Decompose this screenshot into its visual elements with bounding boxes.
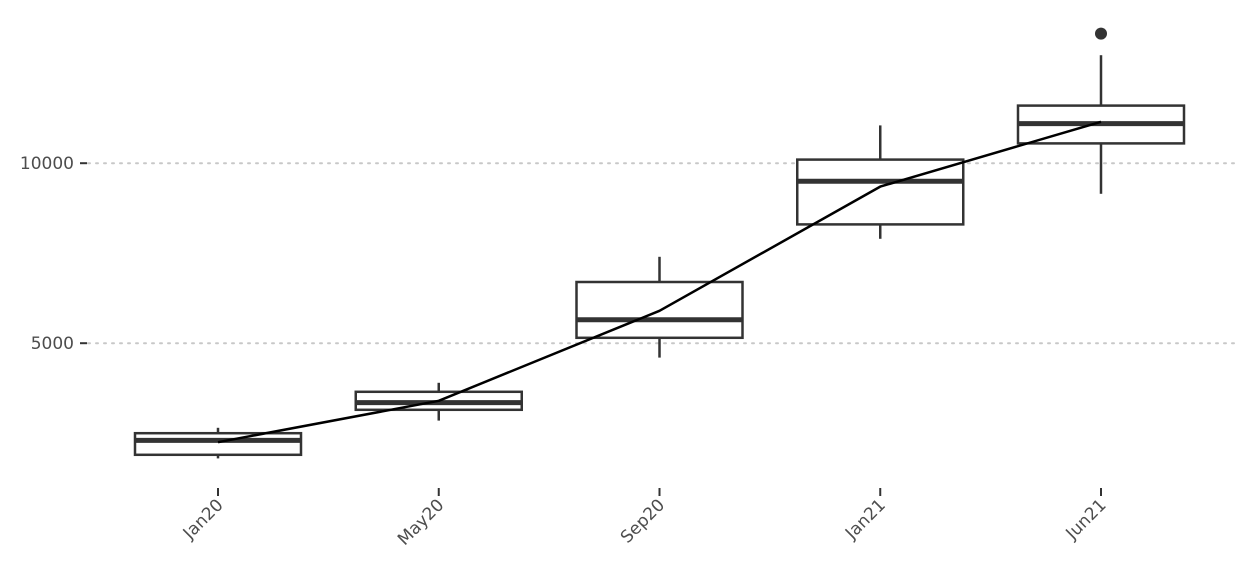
x-tick-label-jun21: Jun21 [1062,495,1111,544]
box-layer [133,27,1186,459]
x-tick-label-jan20: Jan20 [179,495,228,544]
x-tick-label-sep20: Sep20 [617,495,669,547]
outlier-point-jun21-0 [1095,27,1107,40]
box-jun21 [1016,27,1186,194]
x-tick-label-may20: May20 [394,495,448,549]
box-body-jan20 [133,431,303,457]
grid-layer [87,162,1241,345]
y-tick-label-10000: 10000 [20,154,74,174]
x-tick-label-jan21: Jan21 [841,495,890,544]
trend-line [217,120,1102,444]
box-jan20 [133,427,303,459]
line-layer [217,120,1102,444]
y-tick-label-5000: 5000 [31,334,74,354]
box-jan21 [796,125,965,239]
